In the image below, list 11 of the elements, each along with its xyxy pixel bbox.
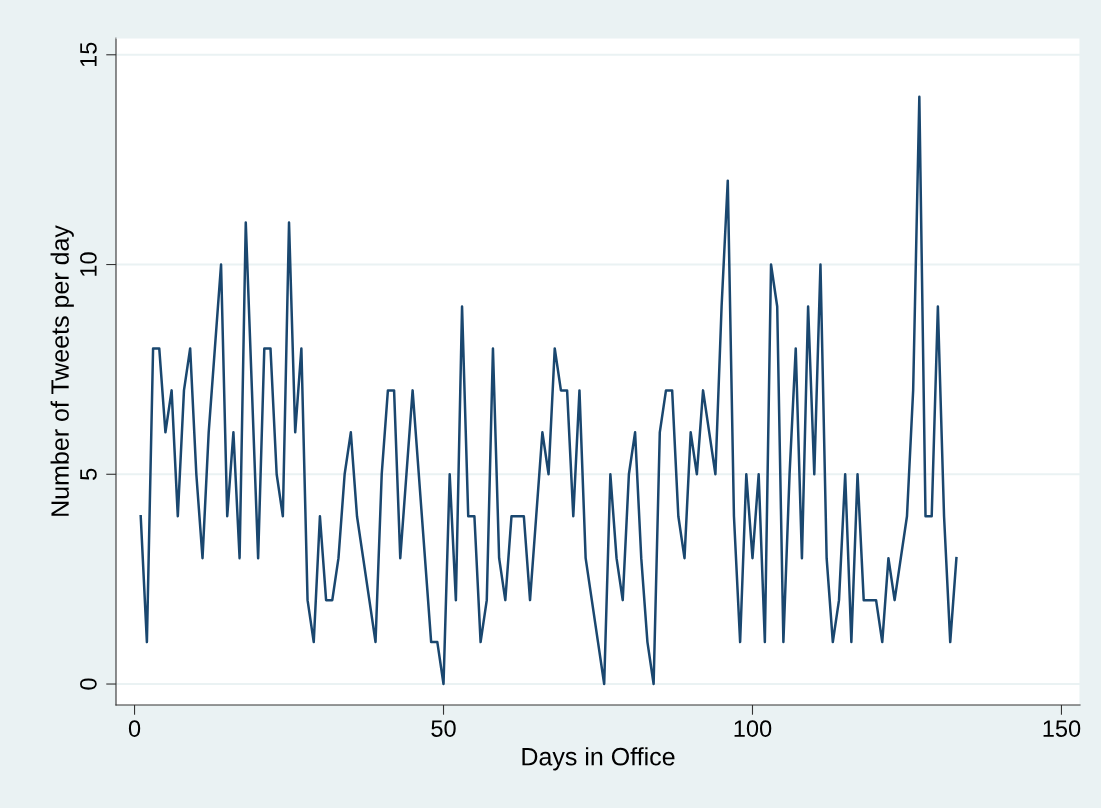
x-axis-title: Days in Office xyxy=(522,747,675,771)
x-tick-label: 0 xyxy=(128,720,141,737)
y-tick-label: 15 xyxy=(80,42,97,67)
line-series xyxy=(139,95,958,686)
y-axis-title: Number of Tweets per day xyxy=(50,225,74,516)
y-tick-label: 5 xyxy=(80,468,97,480)
x-tick-label: 100 xyxy=(734,720,772,737)
y-tick-label: 0 xyxy=(80,678,97,690)
x-tick-label: 150 xyxy=(1043,720,1081,737)
y-tick-label: 10 xyxy=(80,252,97,276)
x-tick-label: 50 xyxy=(431,720,456,737)
